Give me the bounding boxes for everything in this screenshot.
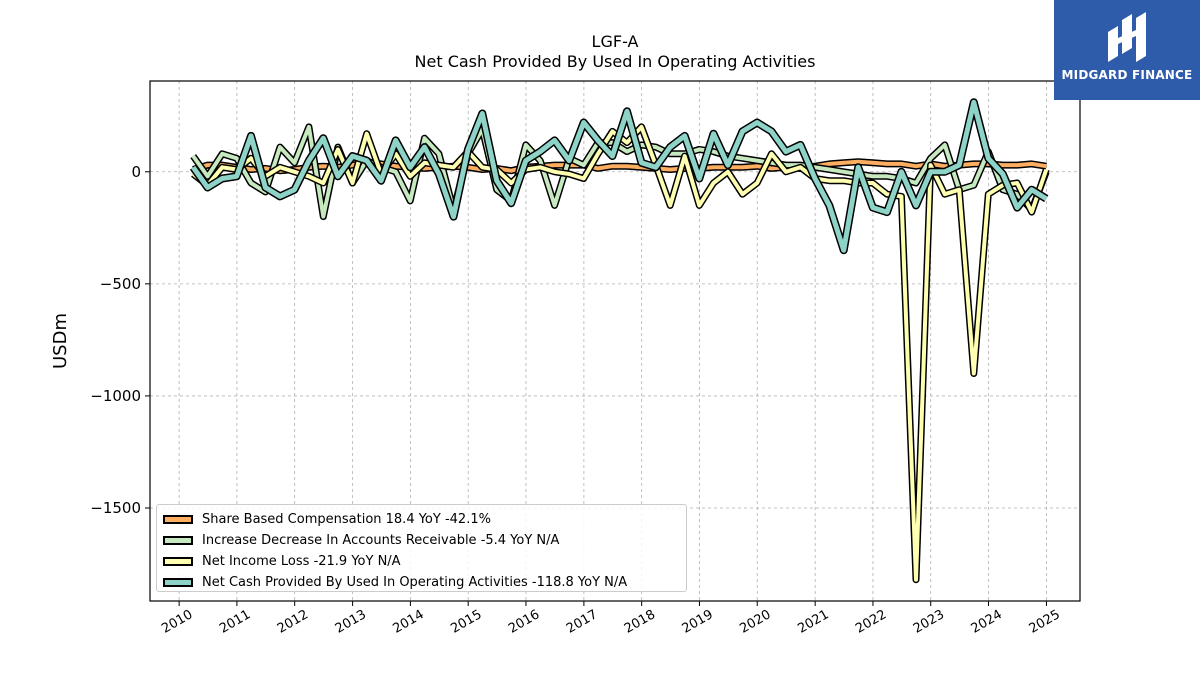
series-line: [189, 98, 1049, 255]
legend-swatch: [163, 578, 193, 587]
series-line: [192, 158, 1047, 175]
series-line-stroke: [191, 99, 1048, 253]
series-lines: [189, 98, 1050, 584]
legend-swatch: [163, 557, 193, 566]
logo-text: MIDGARD FINANCE: [1061, 68, 1193, 82]
y-tick-label: −1000: [90, 387, 141, 405]
legend-label: Net Cash Provided By Used In Operating A…: [202, 575, 628, 590]
midgard-logo-icon: [1108, 12, 1146, 62]
x-tick-label: 2018: [622, 607, 658, 637]
x-tick-label: 2025: [1027, 607, 1063, 637]
x-tick-label: 2014: [391, 607, 427, 637]
x-tick-label: 2010: [159, 607, 195, 637]
x-tick-label: 2013: [333, 607, 369, 637]
legend-item: Share Based Compensation 18.4 YoY -42.1%: [163, 509, 686, 530]
x-tick-label: 2022: [853, 607, 889, 637]
legend-label: Increase Decrease In Accounts Receivable…: [202, 533, 560, 548]
x-tick-label: 2017: [564, 607, 600, 637]
chart-subtitle: Net Cash Provided By Used In Operating A…: [414, 52, 816, 71]
legend-item: Net Cash Provided By Used In Operating A…: [163, 572, 686, 593]
x-tick-label: 2023: [911, 607, 947, 637]
x-tick-label: 2021: [795, 607, 831, 637]
legend-item: Increase Decrease In Accounts Receivable…: [163, 530, 686, 551]
legend-item: Net Income Loss -21.9 YoY N/A: [163, 551, 686, 572]
y-tick-label: 0: [131, 163, 141, 181]
plot-area-frame: [149, 80, 1081, 602]
x-tick-label: 2024: [969, 607, 1005, 637]
y-tick-label: −1500: [90, 499, 141, 517]
x-tick-label: 2011: [217, 607, 253, 637]
x-tick-label: 2016: [506, 607, 542, 637]
x-tick-label: 2015: [448, 607, 484, 637]
x-tick-label: 2020: [737, 607, 773, 637]
y-axis-label: USDm: [50, 313, 71, 369]
legend-label: Net Income Loss -21.9 YoY N/A: [202, 554, 401, 569]
brand-logo: MIDGARD FINANCE: [1054, 0, 1200, 100]
x-tick-label: 2019: [680, 607, 716, 637]
legend-swatch: [163, 536, 193, 545]
x-tick-label: 2012: [275, 607, 311, 637]
legend-swatch: [163, 515, 193, 524]
y-tick-label: −500: [100, 275, 141, 293]
chart-title: LGF-A: [591, 32, 639, 51]
legend-label: Share Based Compensation 18.4 YoY -42.1%: [202, 512, 491, 527]
chart-legend: Share Based Compensation 18.4 YoY -42.1%…: [156, 504, 687, 592]
